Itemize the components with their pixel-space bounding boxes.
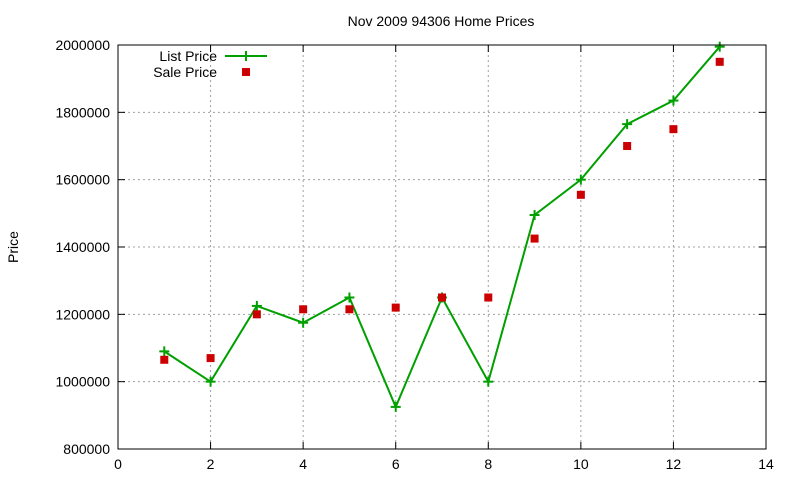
y-tick-label: 1400000 (55, 239, 110, 255)
sale-price-point (669, 125, 678, 134)
list-price-point (205, 376, 216, 387)
x-tick-label: 8 (484, 456, 492, 472)
sale-price-point (715, 57, 724, 66)
x-tick-label: 10 (573, 456, 589, 472)
list-price-point (529, 210, 540, 221)
legend-plus-swatch (241, 51, 251, 61)
legend-label: Sale Price (153, 64, 217, 80)
list-price-point (159, 346, 170, 357)
list-price-point (714, 41, 725, 52)
legend-square-swatch (242, 68, 250, 76)
x-tick-label: 4 (299, 456, 307, 472)
sale-price-point (299, 305, 308, 314)
chart-title: Nov 2009 94306 Home Prices (348, 13, 535, 29)
list-price-line (163, 46, 721, 410)
y-tick-label: 1800000 (55, 104, 110, 120)
y-tick-label: 800000 (63, 441, 110, 457)
list-price-point (298, 317, 309, 328)
sale-price-point (160, 355, 169, 364)
sale-price-point (391, 303, 400, 312)
list-price-point (483, 376, 494, 387)
sale-price-point (576, 190, 585, 199)
y-tick-label: 1200000 (55, 306, 110, 322)
plot-frame (117, 44, 767, 450)
list-price-point (251, 300, 262, 311)
y-tick-label: 1600000 (55, 172, 110, 188)
x-tick-label: 14 (758, 456, 774, 472)
list-price-point (575, 174, 586, 185)
list-price-point (344, 292, 355, 303)
list-price-point (390, 401, 401, 412)
list-price-point (622, 119, 633, 130)
x-tick-label: 2 (207, 456, 215, 472)
sale-price-point (206, 354, 215, 363)
axis-ticks: 800000 1000000 1200000 1400000 1600000 180000… (55, 37, 774, 472)
sale-price-point (345, 305, 354, 314)
y-tick-label: 2000000 (55, 37, 110, 53)
sale-price-point (530, 234, 539, 243)
sale-price-point (623, 142, 632, 150)
sale-price-point (438, 293, 446, 302)
sale-price-point (484, 293, 493, 302)
sale-price-point (252, 310, 261, 319)
series-layer (159, 41, 725, 412)
x-tick-label: 0 (114, 456, 122, 472)
x-tick-label: 12 (666, 456, 682, 472)
x-tick-label: 6 (392, 456, 400, 472)
list-price-point (668, 95, 679, 106)
grid-lines (118, 45, 766, 449)
y-axis-label: Price (5, 231, 21, 263)
legend-label: List Price (159, 48, 217, 64)
y-tick-label: 1000000 (55, 374, 110, 390)
